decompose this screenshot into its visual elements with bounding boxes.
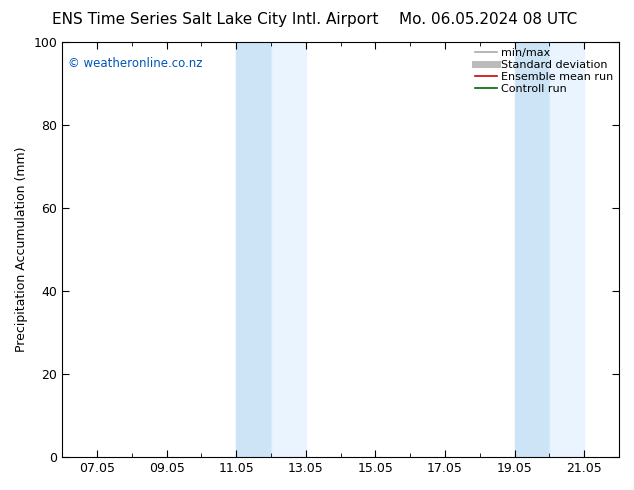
Y-axis label: Precipitation Accumulation (mm): Precipitation Accumulation (mm) xyxy=(15,147,28,352)
Bar xyxy=(515,42,550,457)
Bar xyxy=(236,42,271,457)
Bar xyxy=(550,42,584,457)
Text: Mo. 06.05.2024 08 UTC: Mo. 06.05.2024 08 UTC xyxy=(399,12,578,27)
Legend: min/max, Standard deviation, Ensemble mean run, Controll run: min/max, Standard deviation, Ensemble me… xyxy=(472,46,616,97)
Text: © weatheronline.co.nz: © weatheronline.co.nz xyxy=(68,56,202,70)
Text: ENS Time Series Salt Lake City Intl. Airport: ENS Time Series Salt Lake City Intl. Air… xyxy=(53,12,378,27)
Bar xyxy=(271,42,306,457)
